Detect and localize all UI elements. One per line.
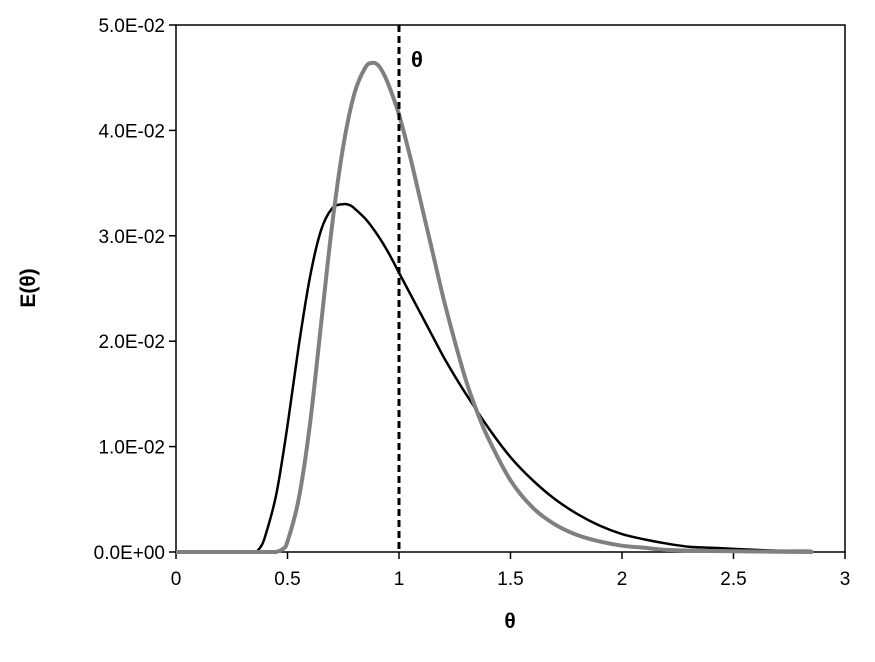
series-1-line xyxy=(274,60,814,554)
theta-marker-label: θ xyxy=(411,47,423,72)
series-layer xyxy=(176,60,814,554)
y-tick-label: 0.0E+00 xyxy=(94,543,165,564)
y-tick-label: 2.0E-02 xyxy=(98,332,165,353)
x-tick-label: 2.5 xyxy=(720,569,746,590)
y-tick-label: 5.0E-02 xyxy=(98,16,165,37)
x-axis-ticks: 0 0.5 1 1.5 2 2.5 3 xyxy=(171,552,851,590)
series-0-line xyxy=(255,202,813,554)
y-tick-label: 3.0E-02 xyxy=(98,227,165,248)
x-tick-label: 2 xyxy=(617,569,628,590)
y-tick-label: 1.0E-02 xyxy=(98,438,165,459)
x-tick-label: 0.5 xyxy=(274,569,300,590)
annotation-layer: θ xyxy=(397,25,423,552)
x-axis-title: θ xyxy=(504,610,515,633)
plot-area xyxy=(175,24,846,553)
y-tick-label: 4.0E-02 xyxy=(98,121,165,142)
x-tick-label: 1 xyxy=(394,569,405,590)
x-tick-label: 3 xyxy=(840,569,851,590)
y-axis-title: E(θ) xyxy=(17,268,40,307)
y-axis-ticks: 0.0E+00 1.0E-02 2.0E-02 3.0E-02 4.0E-02 5.0E-… xyxy=(94,16,176,564)
x-tick-label: 0 xyxy=(171,569,182,590)
x-tick-label: 1.5 xyxy=(497,569,523,590)
